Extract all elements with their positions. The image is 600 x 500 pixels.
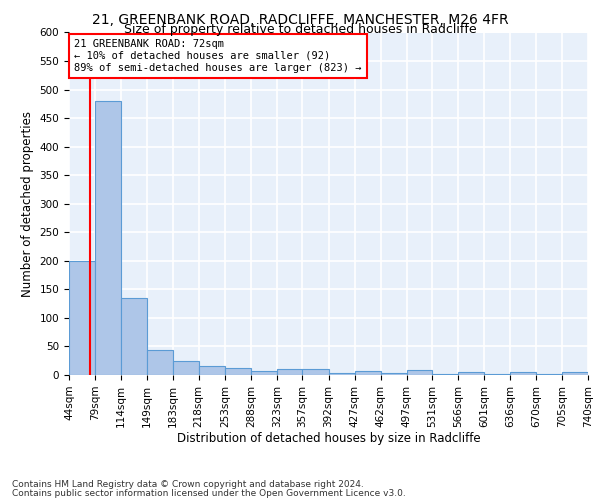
Bar <box>225 368 251 375</box>
Bar <box>432 374 458 375</box>
Y-axis label: Number of detached properties: Number of detached properties <box>21 111 34 296</box>
Text: Size of property relative to detached houses in Radcliffe: Size of property relative to detached ho… <box>124 22 476 36</box>
Bar <box>173 360 199 375</box>
Bar <box>147 350 173 375</box>
Bar <box>458 372 484 375</box>
Text: 21, GREENBANK ROAD, RADCLIFFE, MANCHESTER, M26 4FR: 21, GREENBANK ROAD, RADCLIFFE, MANCHESTE… <box>92 12 508 26</box>
Bar <box>380 374 407 375</box>
Bar <box>95 101 121 375</box>
Bar <box>536 374 562 375</box>
X-axis label: Distribution of detached houses by size in Radcliffe: Distribution of detached houses by size … <box>176 432 481 446</box>
Bar <box>277 370 302 375</box>
Bar <box>511 372 536 375</box>
Bar <box>562 372 588 375</box>
Bar <box>121 298 147 375</box>
Bar <box>199 366 225 375</box>
Text: 21 GREENBANK ROAD: 72sqm
← 10% of detached houses are smaller (92)
89% of semi-d: 21 GREENBANK ROAD: 72sqm ← 10% of detach… <box>74 40 362 72</box>
Bar <box>329 374 355 375</box>
Text: Contains public sector information licensed under the Open Government Licence v3: Contains public sector information licen… <box>12 488 406 498</box>
Bar <box>355 371 380 375</box>
Bar <box>69 261 95 375</box>
Bar <box>407 370 432 375</box>
Text: Contains HM Land Registry data © Crown copyright and database right 2024.: Contains HM Land Registry data © Crown c… <box>12 480 364 489</box>
Bar <box>484 374 511 375</box>
Bar <box>251 371 277 375</box>
Bar <box>302 370 329 375</box>
